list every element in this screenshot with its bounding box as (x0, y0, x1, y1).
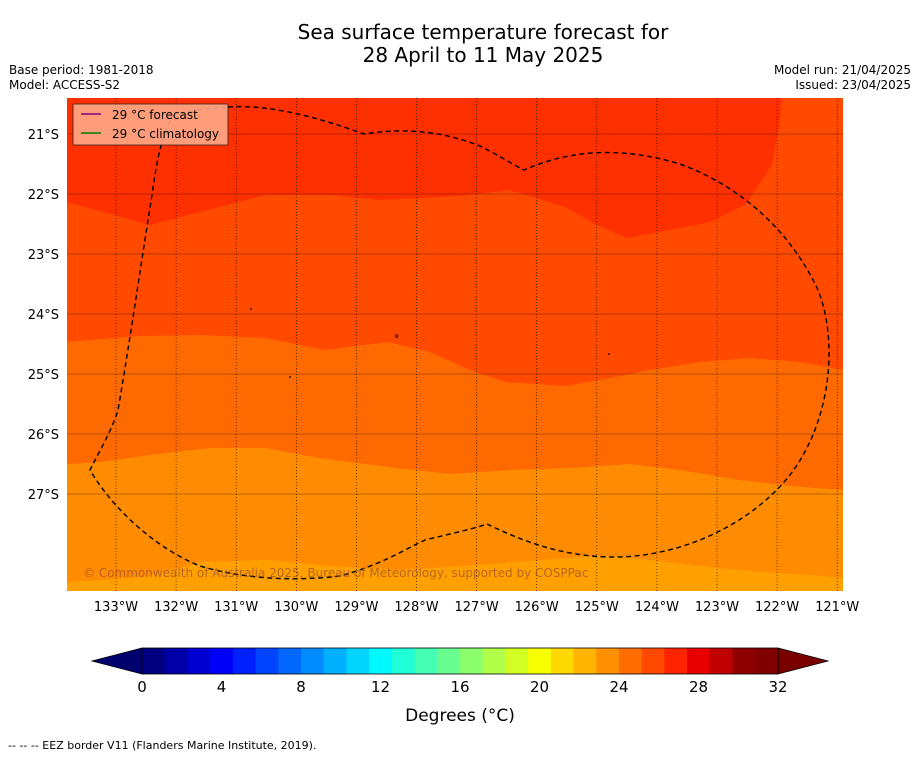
legend-forecast-label: 29 °C forecast (112, 108, 198, 122)
colorbar-tick-label: 8 (296, 678, 306, 696)
sst-band-30-31 (67, 98, 782, 238)
copyright-notice: © Commonwealth of Australia 2025, Bureau… (83, 566, 588, 580)
colorbar-swatch (391, 648, 416, 674)
issued-label: Issued: 23/04/2025 (795, 78, 911, 92)
longitude-tick-label: 125°W (575, 600, 619, 615)
colorbar-swatch (369, 648, 393, 674)
colorbar-tick-label: 24 (609, 678, 628, 696)
colorbar-swatch (664, 648, 688, 674)
colorbar-tick-label: 20 (530, 678, 549, 696)
colorbar-tick-label: 4 (217, 678, 227, 696)
colorbar-label: Degrees (°C) (405, 706, 515, 726)
longitude-tick-label: 128°W (394, 600, 438, 615)
longitude-gridlines (115, 98, 838, 591)
longitude-tick-label: 126°W (515, 600, 559, 615)
colorbar-under-arrow (90, 647, 143, 675)
island-outline (394, 334, 399, 338)
longitude-tick-label: 123°W (695, 600, 739, 615)
colorbar-swatch (164, 648, 188, 674)
longitude-tick-labels: 133°W 132°W 131°W 130°W 129°W 128°W 127°W 126°W… (94, 600, 860, 615)
colorbar-tick-label: 12 (371, 678, 390, 696)
latitude-tick-label: 22°S (28, 188, 59, 203)
island-speck (250, 308, 252, 310)
colorbar-swatch (619, 648, 643, 674)
sst-field (67, 98, 843, 591)
island-speck (608, 353, 610, 355)
colorbar-swatch (573, 648, 597, 674)
legend-box (72, 103, 229, 146)
latitude-tick-label: 25°S (28, 368, 59, 383)
longitude-tick-label: 127°W (455, 600, 499, 615)
colorbar-swatch (460, 648, 484, 674)
colorbar-outline (141, 647, 779, 675)
colorbar-swatch (641, 648, 665, 674)
colorbar (90, 647, 830, 675)
latitude-tick-labels: 21°S 22°S 23°S 24°S 25°S 26°S 27°S (28, 128, 59, 503)
colorbar-swatch (437, 648, 461, 674)
longitude-tick-label: 124°W (635, 600, 679, 615)
colorbar-tick-label: 32 (768, 678, 787, 696)
model-label: Model: ACCESS-S2 (9, 78, 121, 92)
model-run-label: Model run: 21/04/2025 (773, 63, 911, 77)
colorbar-swatch (528, 648, 552, 674)
colorbar-over-arrow (777, 647, 830, 675)
latitude-tick-label: 24°S (28, 308, 59, 323)
eez-footer-note: -- -- -- EEZ border V11 (Flanders Marine… (8, 739, 317, 752)
colorbar-swatch (505, 648, 529, 674)
contour-legend: 29 °C forecast 29 °C climatology (72, 103, 229, 146)
longitude-tick-label: 133°W (94, 600, 138, 615)
latitude-tick-label: 27°S (28, 488, 59, 503)
longitude-tick-label: 129°W (334, 600, 378, 615)
longitude-tick-label: 131°W (214, 600, 258, 615)
colorbar-swatch (232, 648, 257, 674)
colorbar-swatch (709, 648, 734, 674)
colorbar-swatch (142, 648, 166, 674)
colorbar-swatch (278, 648, 302, 674)
colorbar-tick-labels: 0 4 8 12 16 20 24 28 32 (137, 678, 787, 696)
longitude-tick-label: 122°W (755, 600, 799, 615)
colorbar-swatch (687, 648, 711, 674)
colorbar-swatch (550, 648, 575, 674)
latitude-tick-label: 21°S (28, 128, 59, 143)
colorbar-swatch (323, 648, 347, 674)
map-title-line2: 28 April to 11 May 2025 (362, 43, 604, 67)
latitude-tick-label: 23°S (28, 248, 59, 263)
colorbar-swatch (210, 648, 234, 674)
colorbar-tick-label: 0 (137, 678, 147, 696)
colorbar-tick-label: 16 (450, 678, 469, 696)
longitude-tick-label: 132°W (154, 600, 198, 615)
colorbar-swatch (755, 648, 779, 674)
colorbar-swatch (596, 648, 620, 674)
colorbar-swatch (482, 648, 506, 674)
map-title-line1: Sea surface temperature forecast for (297, 20, 669, 44)
colorbar-swatch (255, 648, 279, 674)
colorbar-swatch (301, 648, 325, 674)
colorbar-swatch (346, 648, 370, 674)
longitude-tick-label: 121°W (815, 600, 859, 615)
latitude-tick-label: 26°S (28, 428, 59, 443)
colorbar-tick-label: 28 (689, 678, 708, 696)
base-period-label: Base period: 1981-2018 (9, 63, 154, 77)
colorbar-swatch (732, 648, 756, 674)
colorbar-swatch (414, 648, 438, 674)
legend-climatology-label: 29 °C climatology (112, 127, 219, 141)
colorbar-swatch (187, 648, 211, 674)
eez-border-line (89, 105, 830, 580)
island-speck (289, 376, 291, 378)
longitude-tick-label: 130°W (274, 600, 318, 615)
